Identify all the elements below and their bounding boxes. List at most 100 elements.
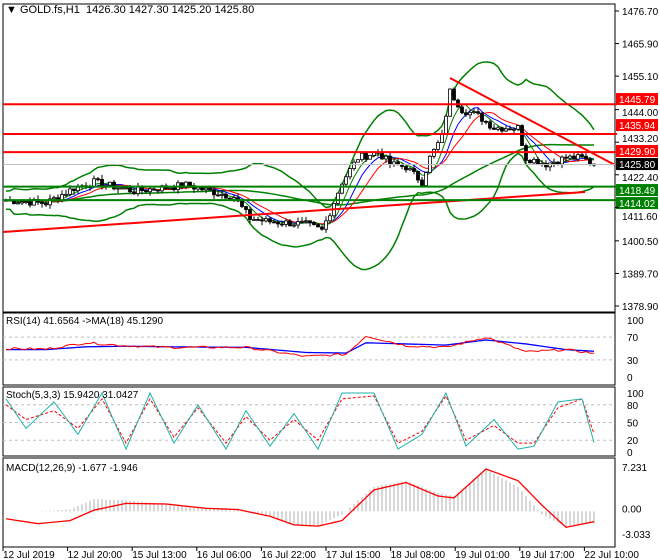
symbol-label: GOLD.fs,H1 <box>19 4 80 16</box>
candle-body <box>564 156 568 159</box>
candle-body <box>240 200 244 207</box>
symbol-header: ▼ GOLD.fs,H1 1426.30 1427.30 1425.20 142… <box>6 4 254 16</box>
candle-body <box>120 187 124 190</box>
candle-body <box>508 128 512 131</box>
macd-axis-label: 0.00 <box>622 504 642 515</box>
macd-axis-label: -3.033 <box>622 530 651 541</box>
candle-body <box>20 201 24 204</box>
ma-mid <box>5 111 595 225</box>
candle-body <box>344 176 348 185</box>
candle-body <box>52 197 56 200</box>
rsi-axis-label: 100 <box>627 316 644 327</box>
candle-body <box>356 159 360 163</box>
candle-body <box>576 154 580 160</box>
candle-body <box>220 194 224 196</box>
candle-body <box>496 127 500 130</box>
candle-body <box>24 201 28 203</box>
candle-body <box>28 201 32 206</box>
candle-body <box>256 219 260 221</box>
candle-body <box>116 187 120 190</box>
candle-body <box>212 189 216 196</box>
dropdown-triangle-icon[interactable]: ▼ <box>6 4 17 16</box>
candle-body <box>244 206 248 210</box>
stoch-axis-label: 20 <box>627 436 639 447</box>
rsi-title: RSI(14) 41.6564 ->MA(18) 45.1290 <box>6 316 164 327</box>
price-axis-label: 1378.90 <box>622 302 659 313</box>
candle-body <box>168 187 172 190</box>
candle-body <box>304 220 308 223</box>
candle-body <box>64 193 68 196</box>
candle-body <box>224 194 228 199</box>
price-axis-label: 1476.70 <box>622 7 659 18</box>
level-badge-label: 1418.49 <box>619 186 656 197</box>
candle-body <box>380 151 384 160</box>
candle-body <box>424 172 428 187</box>
rsi-axis-label: 70 <box>627 333 639 344</box>
candle-body <box>448 88 452 117</box>
candle-body <box>340 183 344 194</box>
level-badge-label: 1414.02 <box>619 199 656 210</box>
stoch-title: Stoch(5,3,3) 15.9420 31.0427 <box>6 390 139 401</box>
candle-body <box>416 171 420 181</box>
candle-body <box>560 156 564 165</box>
candle-body <box>520 125 524 146</box>
current-price-badge <box>616 158 658 171</box>
candle-body <box>436 142 440 150</box>
price-axis-label: 1389.70 <box>622 269 659 280</box>
candle-body <box>488 121 492 129</box>
candle-body <box>48 198 52 206</box>
candle-body <box>108 181 112 186</box>
candle-body <box>532 158 536 164</box>
candle-body <box>404 166 408 171</box>
candle-body <box>536 158 540 166</box>
stoch-signal-line <box>5 394 595 445</box>
candle-body <box>556 161 560 165</box>
candle-body <box>440 133 444 144</box>
candle-body <box>452 88 456 101</box>
candle-body <box>412 168 416 172</box>
panel-rsi <box>2 312 616 386</box>
ohlc-values: 1426.30 1427.30 1425.20 1425.80 <box>85 4 255 16</box>
candle-body <box>316 224 320 228</box>
candle-body <box>320 226 324 230</box>
candle-body <box>388 155 392 165</box>
rsi-axis-label: 30 <box>627 356 639 367</box>
stoch-axis-label: 100 <box>627 389 644 400</box>
time-axis-label: 19 Jul 17:00 <box>520 550 575 560</box>
candle-body <box>368 154 372 160</box>
candle-body <box>72 188 76 192</box>
candle-body <box>260 219 264 222</box>
candle-body <box>216 194 220 197</box>
level-badge-label: 1429.90 <box>619 147 656 158</box>
candle-body <box>124 187 128 190</box>
candle-body <box>156 189 160 192</box>
candle-body <box>204 187 208 191</box>
time-axis-label: 12 Jul 2019 <box>3 550 55 560</box>
candle-body <box>328 215 332 222</box>
candle-body <box>308 220 312 223</box>
candle-body <box>292 224 296 227</box>
support-trendline <box>3 191 586 233</box>
candle-body <box>580 154 584 157</box>
candle-body <box>44 203 48 206</box>
time-axis-label: 16 Jul 22:00 <box>261 550 316 560</box>
candle-body <box>512 128 516 131</box>
price-axis-label: 1444.00 <box>622 108 659 119</box>
candle-body <box>268 218 272 223</box>
candle-body <box>464 112 468 116</box>
candle-body <box>476 111 480 114</box>
candle-body <box>460 106 464 114</box>
candle-body <box>96 178 100 181</box>
candle-body <box>572 155 576 160</box>
candle-body <box>392 161 396 165</box>
candle-body <box>336 192 340 204</box>
candle-body <box>280 223 284 226</box>
candle-body <box>128 187 132 193</box>
stoch-axis-label: 50 <box>627 419 639 430</box>
candle-body <box>132 191 136 194</box>
stoch-axis-label: 0 <box>627 448 633 459</box>
resistance-trendline <box>449 77 615 166</box>
candle-body <box>200 186 204 191</box>
level-badge <box>616 184 658 197</box>
